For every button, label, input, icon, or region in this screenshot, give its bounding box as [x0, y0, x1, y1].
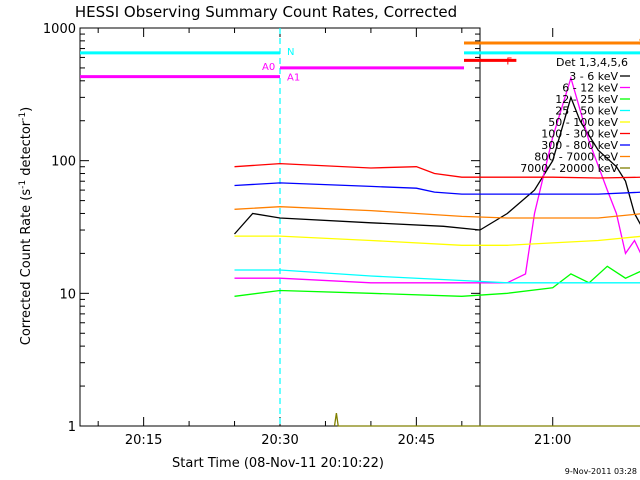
status-label-a0: A0 [262, 62, 275, 73]
series-line-6 [234, 182, 640, 195]
y-tick-label: 1000 [43, 22, 76, 37]
y-tick-label: 10 [59, 287, 76, 302]
legend-entry-label: 100 - 300 keV [541, 128, 618, 141]
series-line-2 [234, 265, 640, 297]
x-tick-label: 20:15 [125, 433, 162, 448]
status-label-s: S [639, 37, 640, 48]
series-line-7 [234, 206, 640, 219]
legend-entry-label: 6 - 12 keV [562, 82, 618, 95]
timestamp: 9-Nov-2011 03:28 [565, 467, 637, 476]
status-label-n: N [287, 47, 294, 58]
x-tick-label: 20:45 [398, 433, 435, 448]
series-line-4 [234, 235, 640, 246]
series-line-3 [234, 269, 640, 284]
legend-entry-label: 3 - 6 keV [569, 70, 618, 83]
series-line-5 [234, 162, 640, 179]
legend-entry-label: 7000 - 20000 keV [520, 162, 618, 175]
y-axis-label: Corrected Count Rate (s-1 detector-1) [18, 107, 34, 345]
status-label-a1: A1 [287, 73, 300, 84]
y-tick-label: 1 [68, 420, 76, 435]
chart-title: HESSI Observing Summary Count Rates, Cor… [75, 3, 457, 21]
y-tick-label: 100 [51, 155, 76, 170]
x-axis-label: Start Time (08-Nov-11 20:10:22) [172, 456, 384, 471]
legend-entry-label: 12 - 25 keV [555, 93, 618, 106]
x-tick-label: 20:30 [261, 433, 298, 448]
legend-title: Det 1,3,4,5,6 [556, 56, 628, 69]
series-line-1 [234, 75, 640, 284]
series-line-0 [234, 95, 640, 235]
series-line-8 [333, 413, 640, 427]
status-label-f: F [506, 56, 512, 67]
legend-entry-label: 25 - 50 keV [555, 105, 618, 118]
legend-entry-label: 300 - 800 keV [541, 139, 618, 152]
legend-entry-label: 800 - 7000 keV [534, 151, 618, 164]
legend-entry-label: 50 - 100 keV [548, 116, 618, 129]
x-tick-label: 21:00 [534, 433, 571, 448]
